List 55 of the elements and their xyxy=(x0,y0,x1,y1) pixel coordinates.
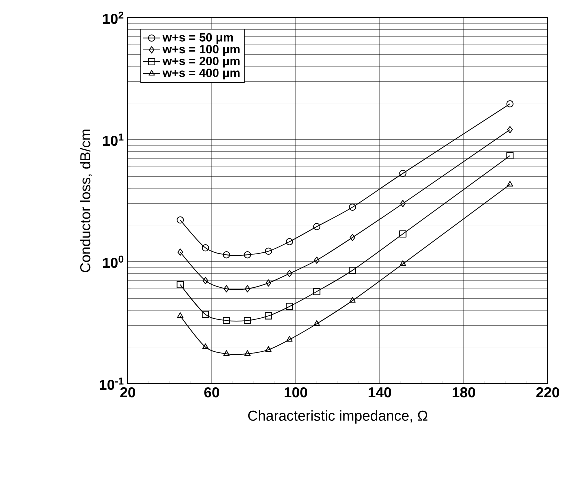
point xyxy=(507,126,513,134)
y-tick-label: 10$^{0}$ xyxy=(103,256,124,268)
point xyxy=(176,281,184,288)
point xyxy=(400,260,406,266)
point xyxy=(176,216,184,224)
y-tick-label: 10$^{1}$ xyxy=(103,134,124,146)
x-tick-label: 220 xyxy=(536,388,560,398)
y-axis-title: Conductor loss, dB/cm xyxy=(80,130,92,272)
point xyxy=(178,248,184,256)
x-tick-label: 100 xyxy=(284,388,308,398)
point xyxy=(286,270,292,278)
point xyxy=(244,317,252,324)
point xyxy=(314,320,320,326)
x-tick-label: 20 xyxy=(120,388,136,398)
point xyxy=(266,280,272,287)
point xyxy=(313,288,321,296)
x-axis-title: Characteristic impedance, Ω xyxy=(248,410,428,424)
point xyxy=(400,200,406,208)
point xyxy=(350,234,356,242)
point xyxy=(507,181,514,187)
point xyxy=(224,350,230,356)
point xyxy=(266,346,272,352)
point xyxy=(223,317,230,324)
point xyxy=(202,244,210,252)
point xyxy=(265,248,272,256)
point xyxy=(349,204,356,212)
point xyxy=(349,267,356,274)
point xyxy=(202,311,210,318)
point xyxy=(265,312,272,320)
point xyxy=(314,256,320,264)
point xyxy=(224,285,230,293)
point xyxy=(286,303,294,310)
point xyxy=(400,170,407,178)
x-tick-label: 180 xyxy=(452,388,476,398)
x-tick-label: 140 xyxy=(368,388,392,398)
legend-label: w+s = 200 μm xyxy=(162,57,240,68)
x-tick-label: 60 xyxy=(204,388,220,398)
point xyxy=(202,277,208,284)
legend-label: w+s = 400 μm xyxy=(162,68,240,80)
point xyxy=(177,312,184,318)
point xyxy=(244,285,250,293)
point xyxy=(202,344,209,350)
legend-label: w+s = 100 μm xyxy=(162,45,240,56)
y-tick-label: 10$^{2}$ xyxy=(103,12,124,24)
point xyxy=(350,297,356,303)
point xyxy=(286,336,293,342)
point xyxy=(244,350,251,356)
point xyxy=(313,223,321,230)
legend-label: w+s = 50 μm xyxy=(162,33,234,44)
point xyxy=(506,152,514,160)
point xyxy=(400,230,407,238)
point xyxy=(244,251,252,259)
point xyxy=(223,251,230,259)
point xyxy=(506,100,514,108)
point xyxy=(286,238,294,246)
